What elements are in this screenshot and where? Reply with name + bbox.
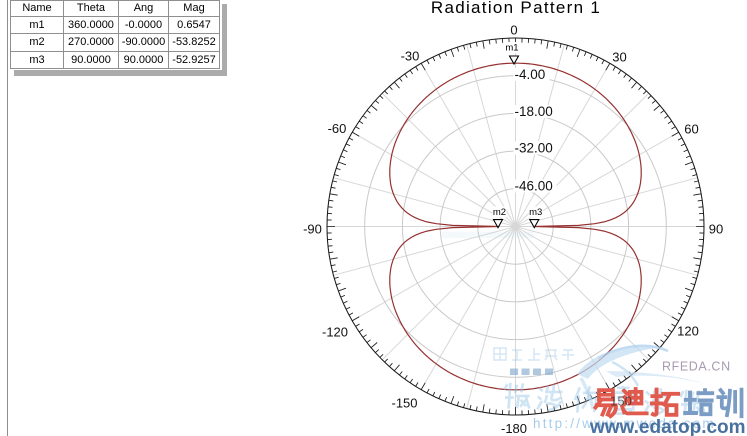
svg-text:-4.00: -4.00 — [515, 67, 546, 82]
svg-text:http://www.mweda.com: http://www.mweda.com — [533, 416, 716, 431]
svg-text:-180: -180 — [501, 421, 527, 436]
svg-text:120: 120 — [677, 324, 699, 339]
svg-text:-30: -30 — [401, 49, 420, 64]
svg-text:-18.00: -18.00 — [515, 104, 553, 119]
svg-text:RFEDA.CN: RFEDA.CN — [662, 360, 731, 374]
svg-text:-150: -150 — [391, 396, 417, 411]
svg-text:www.edatop.com: www.edatop.com — [589, 417, 746, 436]
svg-text:-60: -60 — [328, 121, 347, 136]
svg-text:90: 90 — [709, 222, 723, 237]
svg-text:-46.00: -46.00 — [515, 179, 553, 194]
svg-text:-32.00: -32.00 — [515, 141, 553, 156]
svg-text:30: 30 — [612, 50, 626, 65]
svg-text:-90: -90 — [303, 222, 322, 237]
svg-text:0: 0 — [510, 23, 517, 38]
svg-text:m1: m1 — [505, 43, 518, 54]
svg-text:m3: m3 — [529, 207, 542, 218]
svg-text:-120: -120 — [322, 325, 348, 340]
svg-text:150: 150 — [610, 394, 632, 409]
svg-text:60: 60 — [684, 122, 698, 137]
svg-text:m2: m2 — [493, 207, 506, 218]
